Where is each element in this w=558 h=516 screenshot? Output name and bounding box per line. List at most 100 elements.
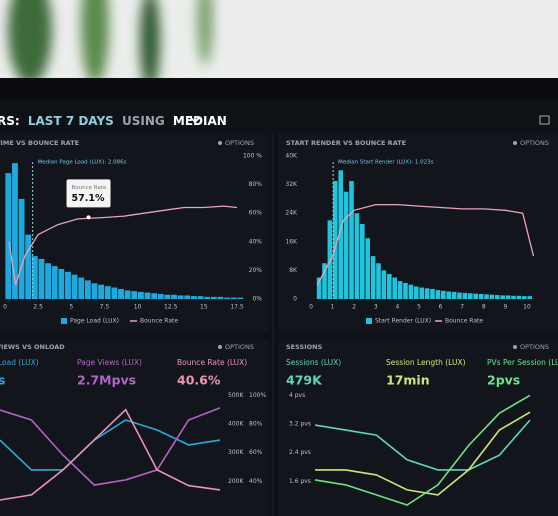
x-tick-label: 2.5 (33, 304, 43, 311)
bar (370, 256, 376, 299)
x-tick-label: 2 (352, 304, 356, 311)
options-icon (218, 345, 222, 349)
legend-label: Bounce Rate (140, 318, 178, 325)
y2-tick-label: 80% (249, 421, 263, 428)
bar (419, 287, 424, 299)
bar (381, 270, 387, 299)
bar (38, 258, 45, 299)
icon[interactable] (539, 115, 550, 125)
bar (489, 294, 495, 299)
y-tick-label: 500K (228, 392, 244, 399)
x-tick-label: 0 (3, 304, 7, 311)
bar (224, 297, 230, 299)
bar (500, 295, 505, 299)
y2-tick-label: 40% (249, 238, 263, 245)
bar (505, 295, 511, 299)
panel-title: START RENDER VS BOUNCE RATE (286, 139, 406, 147)
x-tick-label: 10 (134, 304, 142, 311)
kpi-value: 2.7Mpvs (77, 373, 136, 388)
y-tick-label: 400K (228, 421, 244, 428)
y-tick-label: 24K (285, 210, 298, 217)
bar (495, 295, 500, 299)
bar (511, 295, 516, 299)
kpi-label: PVs Per Session (LUX) (487, 358, 558, 367)
kpi-label: Bounce Rate (LUX) (177, 358, 247, 367)
legend-label: Bounce Rate (445, 318, 483, 325)
bar (191, 296, 197, 299)
chevron[interactable] (189, 116, 201, 124)
bar (376, 263, 381, 299)
bar (18, 198, 25, 299)
bar (392, 277, 397, 299)
bar (478, 293, 484, 299)
x-tick-label: 5 (69, 304, 73, 311)
bar (468, 293, 473, 299)
bar (327, 220, 333, 299)
bar (446, 291, 451, 299)
bar (91, 283, 98, 299)
y-tick-label: 32K (285, 181, 298, 188)
x-tick-label: 4 (395, 304, 399, 311)
bar (118, 288, 124, 299)
bar (322, 263, 327, 299)
x-tick-label: 3 (374, 304, 378, 311)
bar (360, 223, 365, 299)
bar (316, 277, 322, 299)
x-tick-label: 6 (439, 304, 443, 311)
panel-title: TIME VS BOUNCE RATE (0, 139, 79, 147)
panel-title: VIEWS VS ONLOAD (0, 343, 65, 351)
annotation: Median Page Load (LUX): 2.086s (38, 160, 127, 166)
bar (408, 284, 414, 299)
x-tick-label: 10 (523, 304, 531, 311)
bar (131, 291, 138, 299)
line (316, 203, 535, 286)
y-tick-label: 16K (285, 238, 298, 245)
bar (522, 296, 527, 299)
line (0, 407, 221, 486)
y-tick-label: 300K (228, 449, 244, 456)
bar (78, 277, 85, 299)
kpi-value: 40.6% (177, 373, 221, 388)
bar (177, 295, 184, 299)
legend-label: Page Load (LUX) (70, 318, 119, 325)
y2-tick-label: 100% (249, 392, 266, 399)
bar (343, 191, 349, 299)
bar (217, 296, 224, 299)
bar (230, 297, 237, 299)
bar (58, 268, 65, 299)
bar (354, 213, 360, 299)
kpi-value: 2pvs (487, 373, 520, 388)
options: OPTIONS (225, 139, 254, 147)
tooltip (66, 179, 111, 208)
bar (484, 294, 489, 299)
x-tick-label: 5 (417, 304, 421, 311)
kpi-label: Load (LUX) (0, 358, 39, 367)
y-tick-label: 8K (289, 267, 298, 274)
kpi-label: Page Views (LUX) (77, 358, 142, 367)
tooltip-point (86, 215, 91, 220)
panel-title: SESSIONS (286, 343, 323, 351)
y2-tick-label: 100 % (243, 153, 262, 160)
bar (144, 292, 151, 299)
bar (527, 296, 532, 299)
line (8, 205, 238, 285)
bar (84, 280, 91, 299)
panel (278, 339, 558, 516)
kpi-value: s (0, 373, 5, 388)
y-tick-label: 3.2 pvs (289, 421, 311, 428)
options: OPTIONS (520, 343, 549, 351)
tooltip-label: Bounce Rate (72, 185, 107, 191)
y2-tick-label: 60% (249, 449, 263, 456)
bar (137, 291, 144, 299)
bar (430, 288, 435, 299)
legend-swatch (366, 318, 372, 324)
line (0, 419, 221, 471)
bar (473, 293, 478, 299)
bar (184, 295, 191, 299)
x-tick-label: 12.5 (164, 304, 178, 311)
bar (111, 287, 118, 299)
bar (457, 292, 462, 299)
plant (8, 0, 213, 90)
bar (387, 273, 392, 299)
